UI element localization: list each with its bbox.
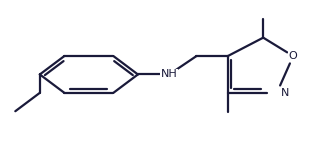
Text: O: O: [289, 51, 298, 61]
Text: NH: NH: [161, 69, 177, 79]
Text: N: N: [281, 88, 289, 98]
